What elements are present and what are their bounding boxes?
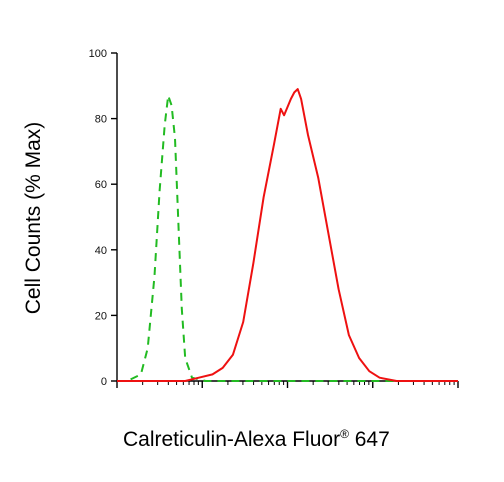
y-tick-label: 0 — [101, 376, 107, 388]
series-line-1 — [117, 88, 458, 382]
x-axis-title: Calreticulin-Alexa Fluor® 647 — [123, 427, 390, 451]
x-axis-title-main: Calreticulin-Alexa Fluor — [123, 428, 340, 451]
y-tick-label: 40 — [95, 245, 107, 257]
y-tick-label: 60 — [95, 179, 107, 191]
x-axis-title-suffix: 647 — [349, 428, 390, 451]
y-tick-label: 20 — [95, 310, 107, 322]
series-line-0 — [117, 94, 458, 382]
y-axis: 0 20 40 60 80 100 — [89, 48, 118, 388]
series-layer — [117, 88, 458, 382]
x-axis-title-superscript: ® — [340, 427, 349, 441]
y-tick-label: 80 — [95, 114, 107, 126]
x-axis — [116, 380, 459, 388]
y-axis-title: Cell Counts (% Max) — [22, 122, 45, 315]
y-tick-label: 100 — [89, 48, 107, 60]
